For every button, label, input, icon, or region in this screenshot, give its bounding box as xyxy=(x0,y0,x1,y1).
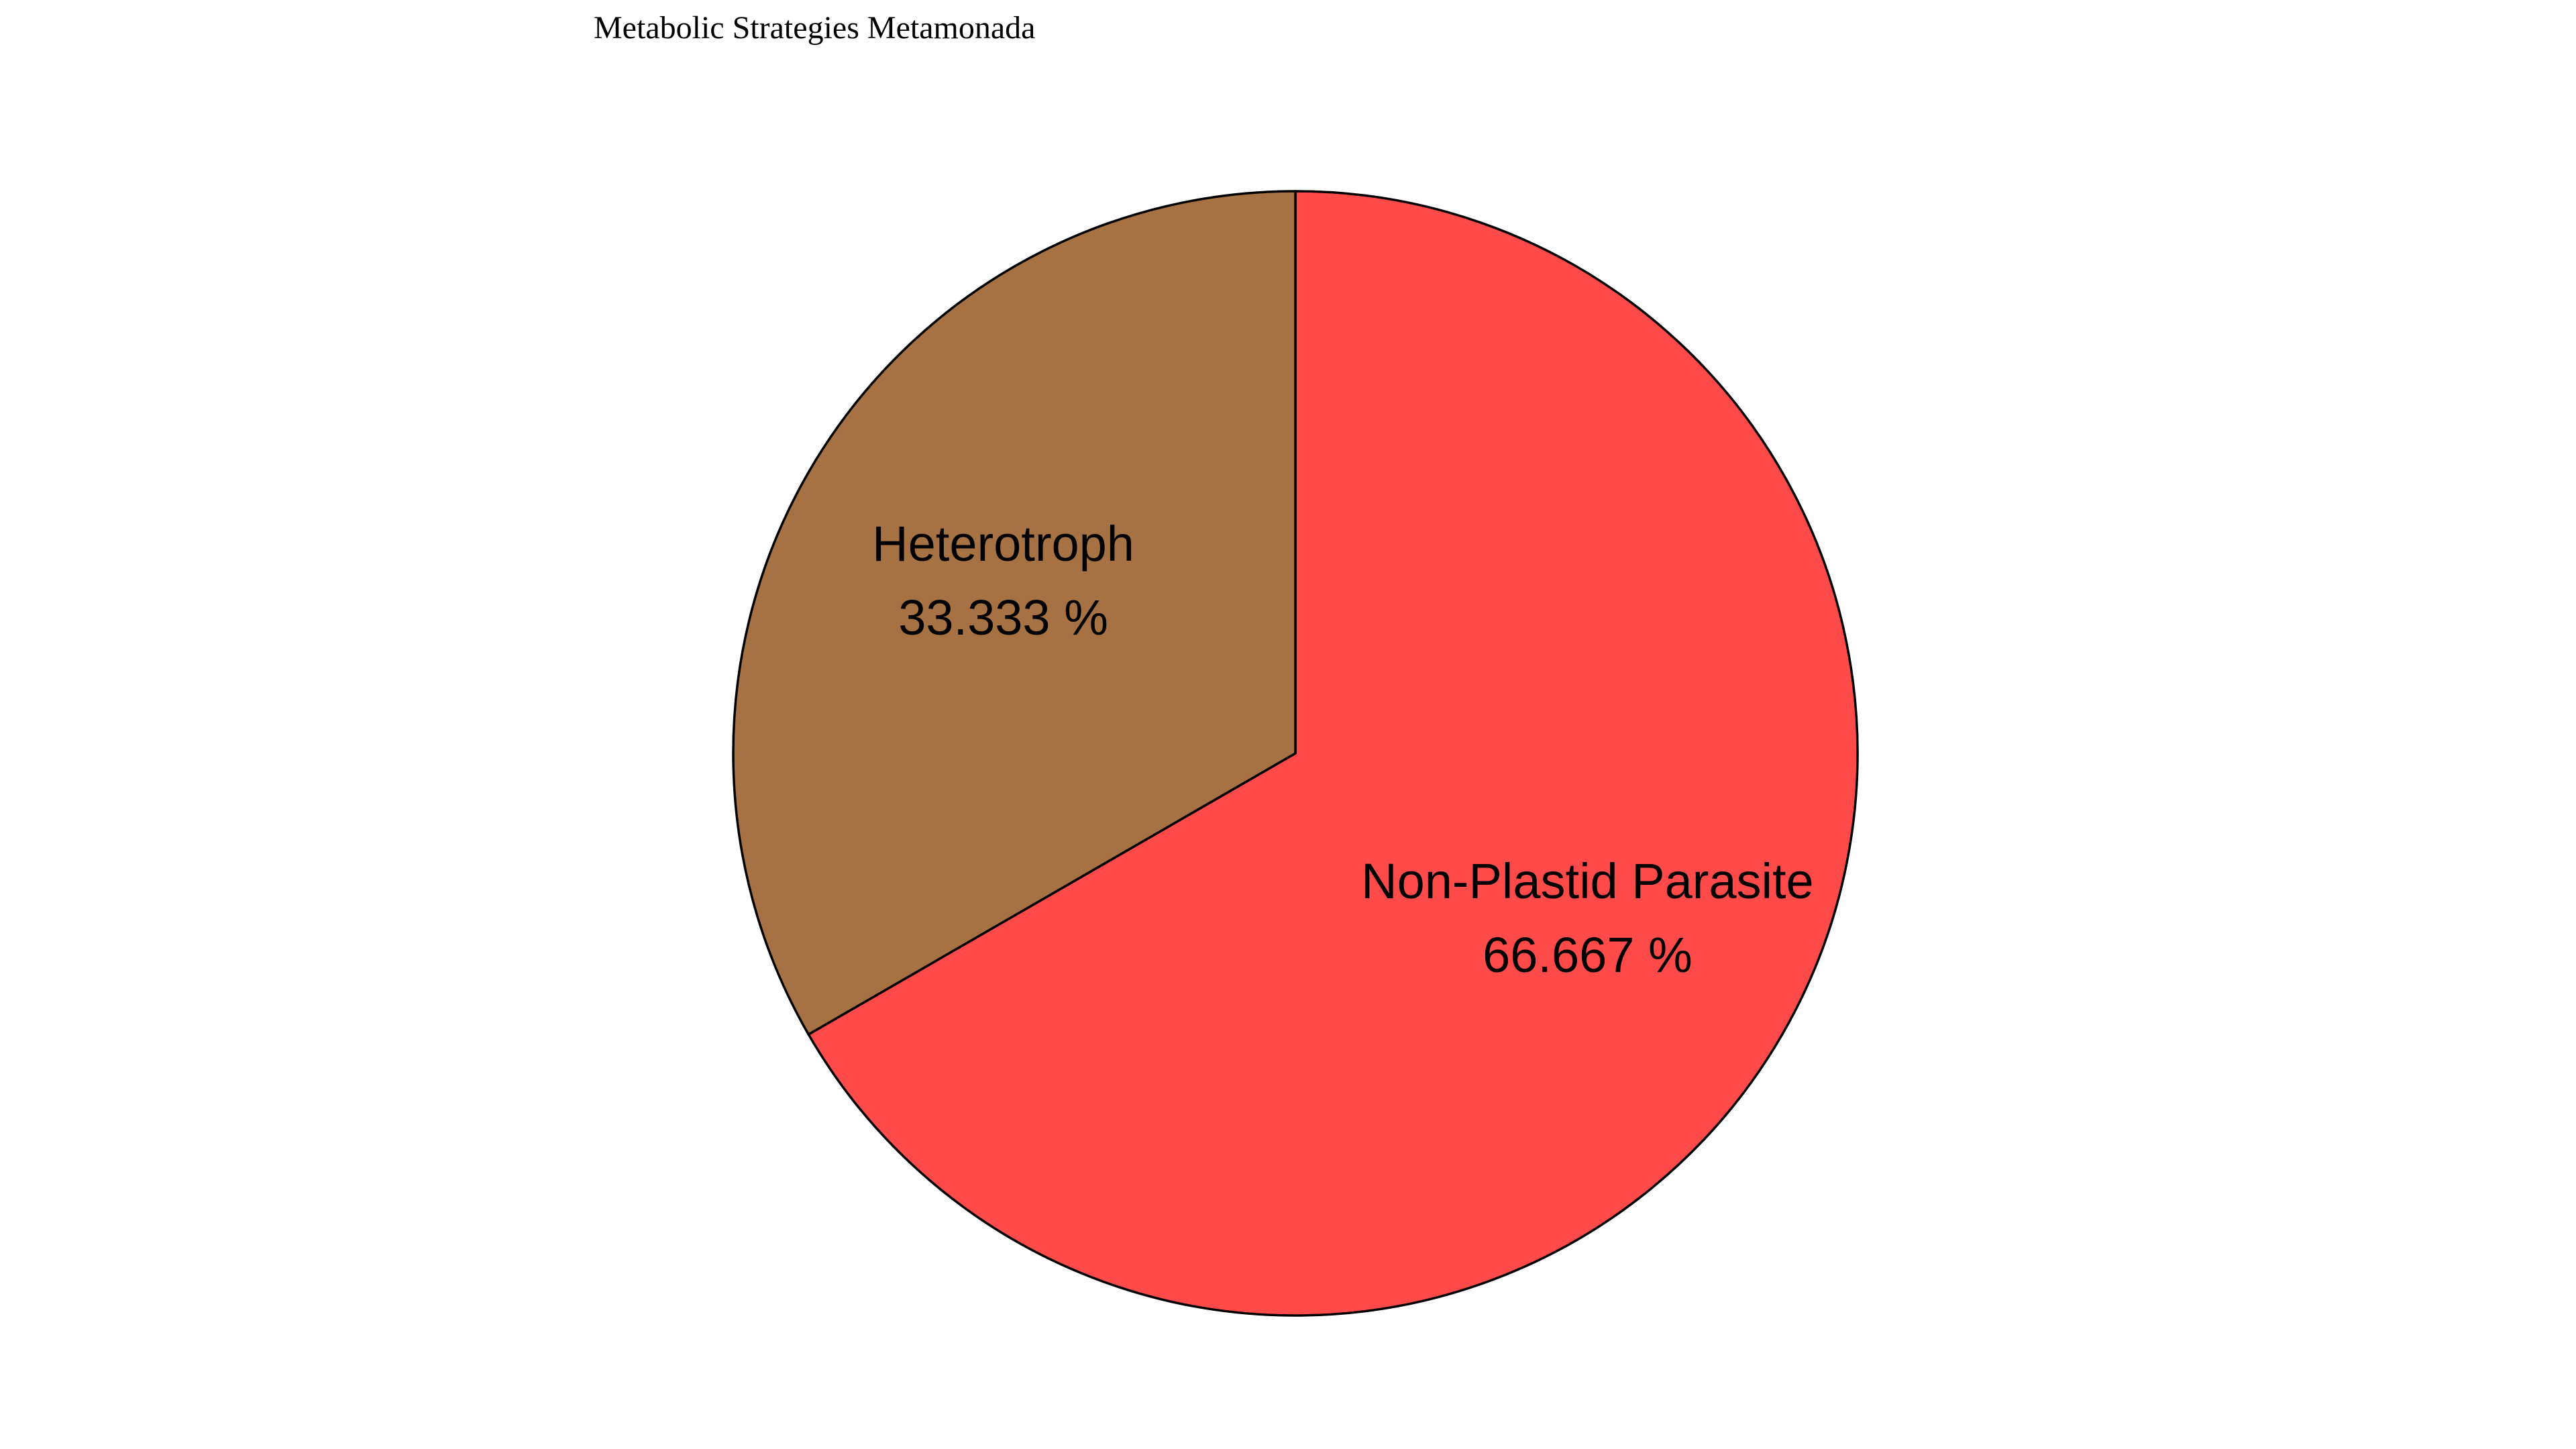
pie-slices xyxy=(732,190,1859,1317)
chart-title: Metabolic Strategies Metamonada xyxy=(594,10,1036,46)
slice-label-heterotroph: Heterotroph xyxy=(872,516,1134,572)
pie-slice-heterotroph xyxy=(732,190,1297,1036)
slice-label-non-plastid-parasite: Non-Plastid Parasite xyxy=(1361,853,1814,909)
pie-slice-non-plastid-parasite xyxy=(807,190,1859,1317)
slice-value-non-plastid-parasite: 66.667 % xyxy=(1483,927,1693,983)
slice-value-heterotroph: 33.333 % xyxy=(898,590,1108,645)
pie-labels: Non-Plastid Parasite 66.667 % Heterotroph 3… xyxy=(872,516,1814,983)
